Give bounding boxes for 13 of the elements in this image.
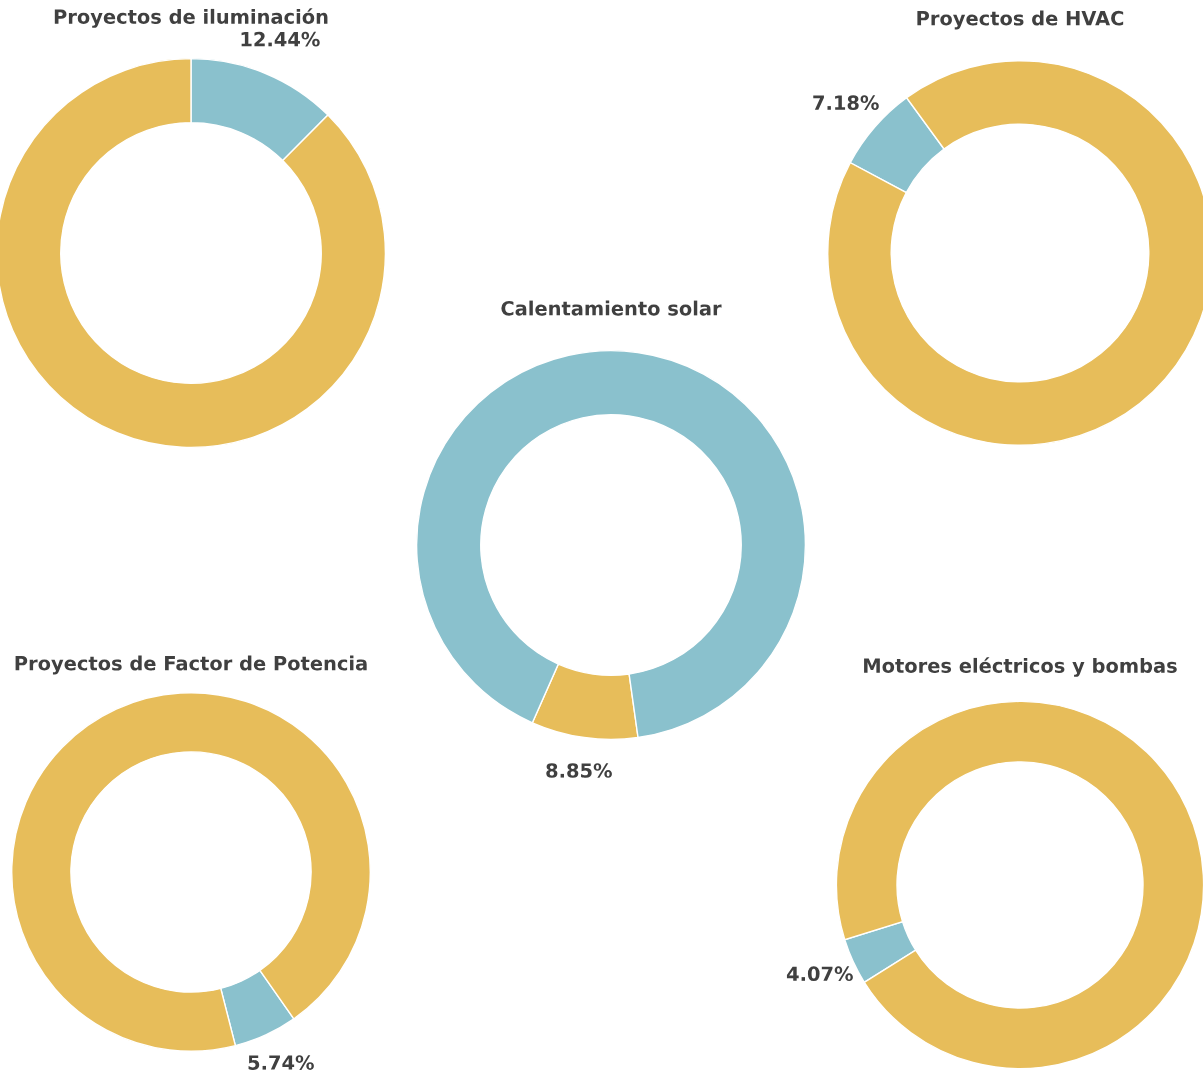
chart-title: Proyectos de Factor de Potencia: [15, 655, 367, 675]
chart-title: Motores eléctricos y bombas: [864, 657, 1177, 677]
data-label: 8.85%: [546, 763, 612, 778]
chart-title: Proyectos de iluminación: [54, 8, 328, 28]
data-label: 5.74%: [248, 1055, 314, 1070]
data-label: 4.07%: [786, 966, 853, 982]
donut-slice: [415, 349, 807, 739]
chart-title: Proyectos de HVAC: [917, 10, 1124, 30]
data-label: 7.18%: [813, 95, 879, 111]
donut-slice: [11, 692, 371, 1052]
chart-title: Calentamiento solar: [501, 300, 722, 316]
donut-slice: [220, 969, 295, 1047]
data-label: 12.44%: [241, 31, 320, 47]
